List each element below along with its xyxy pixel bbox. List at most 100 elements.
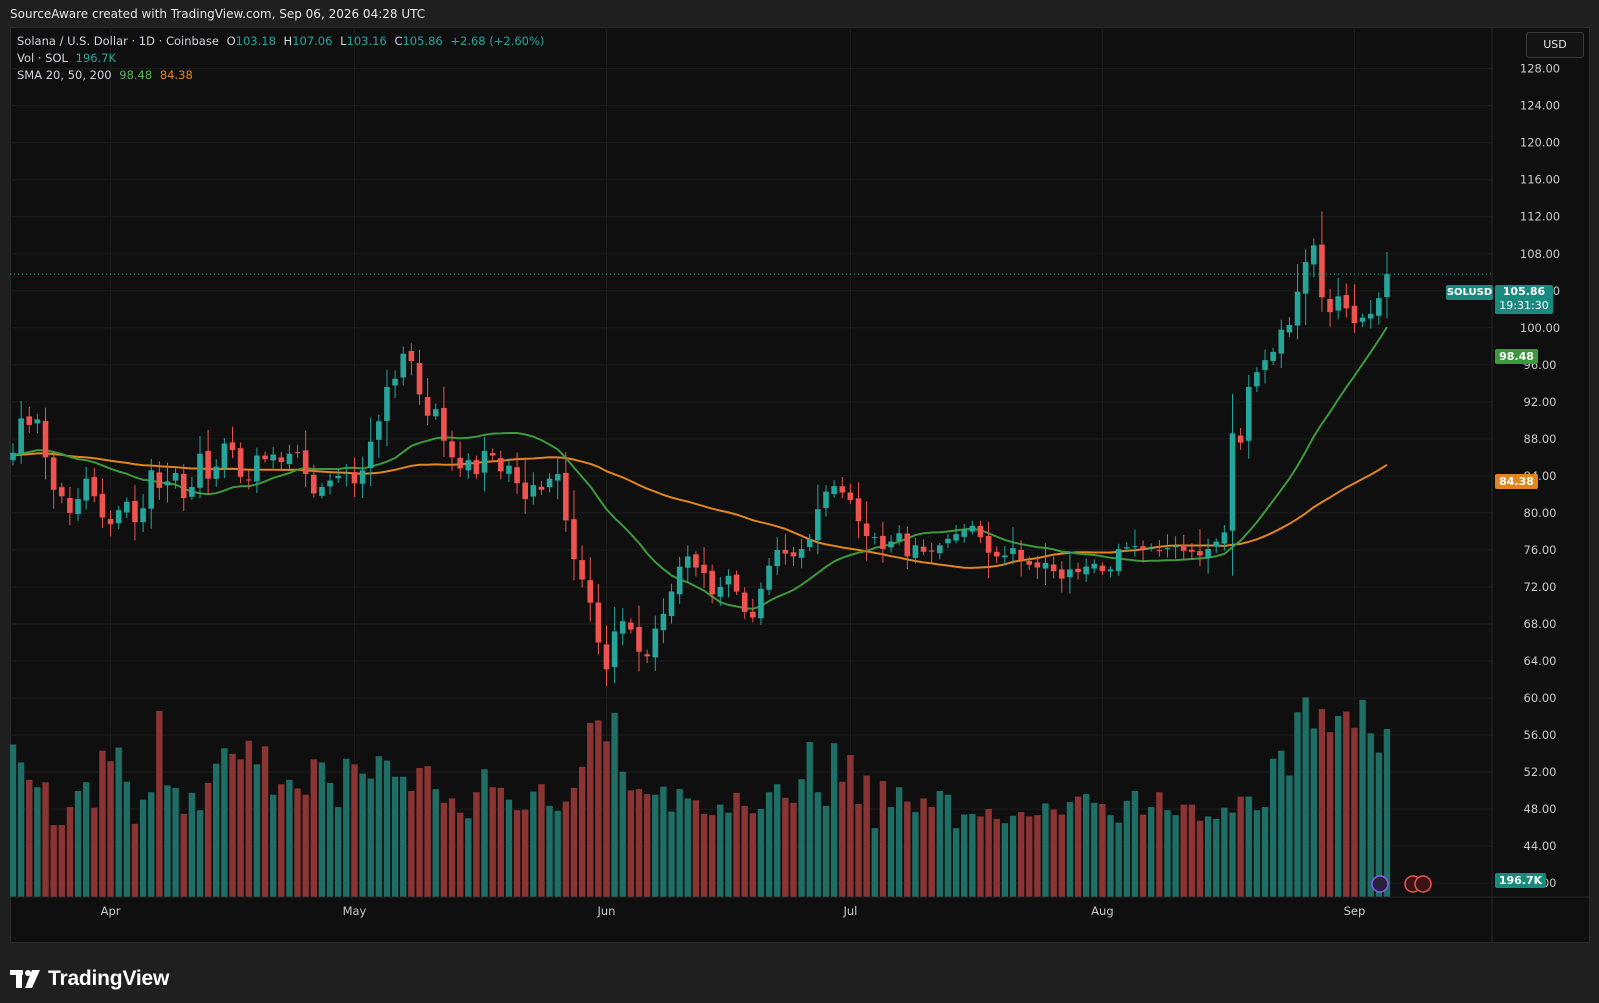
candle-body [1148,548,1154,550]
candle-body [91,477,98,497]
volume-bar [440,802,448,897]
volume-bar [879,781,887,897]
y-tick-label: 120.00 [1520,136,1560,150]
volume-bar [904,801,911,897]
candle-body [928,550,935,552]
volume-bar [1099,804,1106,897]
volume-bar [1091,802,1098,897]
candle-body [587,580,594,603]
y-tick-label: 124.00 [1520,99,1560,113]
candle-body [1327,298,1333,313]
y-tick-label: 52.00 [1524,765,1557,779]
candle-body [790,552,797,557]
y-tick-label: 100.00 [1520,321,1560,335]
candle-body [481,450,488,473]
y-tick-label: 72.00 [1524,580,1557,594]
volume-bar [546,805,553,897]
candle-body [1026,560,1033,565]
y-tick-label: 80.00 [1524,506,1557,520]
volume-bar [17,762,25,897]
volume-bar [58,825,65,897]
volume-bar [1221,807,1228,897]
volume-bar [806,742,813,897]
candle-body [766,565,772,590]
candle-body [359,470,366,484]
candle-body [311,474,317,494]
candle-body [1359,317,1366,322]
legend-open-value: 103.18 [235,34,276,48]
volume-bar [245,740,252,897]
volume-bar [635,789,643,897]
sma20-line [12,326,1388,610]
volume-bar [692,800,700,897]
candle-body [522,482,528,500]
candlestick-chart[interactable]: 128.00124.00120.00116.00112.00108.00104.… [10,27,1590,943]
volume-bar [1180,804,1187,897]
candle-body [1351,305,1358,324]
candle-body [1335,296,1341,311]
volume-bar [1383,728,1391,897]
volume-bar [1082,794,1090,897]
y-tick-label: 88.00 [1524,432,1557,446]
candle-body [1002,555,1008,558]
tradingview-logo[interactable]: TradingView [10,966,169,992]
candle-body [1018,549,1024,561]
volume-bar [253,764,261,897]
volume-bar [1245,796,1252,897]
candle-body [335,475,341,479]
volume-bar [489,787,496,897]
volume-bar [139,799,147,897]
volume-bar [383,760,391,897]
candle-body [408,350,415,362]
candle-body [180,473,187,499]
volume-bar [172,787,179,897]
candle-body [465,460,472,471]
candle-body [1302,262,1309,294]
volume-bar [204,782,212,897]
volume-bar [1009,815,1017,897]
volume-bar [351,764,358,897]
volume-bar [611,712,618,897]
candle-body [124,501,130,513]
volume-bar [660,786,667,897]
currency-button[interactable]: USD [1526,32,1584,58]
candle-body [993,551,1000,557]
candle-body [67,497,73,513]
candle-body [1384,274,1390,298]
tradingview-mark-icon [10,970,40,988]
candle-body [376,421,382,440]
candle-body [831,486,837,495]
volume-bar [91,807,98,897]
volume-bar [530,791,537,897]
legend-sma-row: SMA 20, 50, 200 98.48 84.38 [17,68,197,82]
candle-body [628,622,634,630]
candle-body [164,481,171,486]
volume-bar [619,771,626,897]
candle-body [563,472,569,521]
volume-bar [1188,804,1196,897]
candle-body [42,420,49,458]
candle-body [1294,291,1301,326]
candle-body [213,466,220,479]
candle-body [99,493,106,518]
legend-change: +2.68 (+2.60%) [450,34,545,48]
volume-bar [432,789,439,897]
legend-sma50-value: 84.38 [159,68,193,82]
volume-bar [156,711,163,897]
volume-bar [367,778,374,897]
candle-body [554,474,561,481]
candle-body [1010,548,1016,554]
candle-body [1367,313,1374,319]
volume-bar [188,792,196,897]
volume-bar [237,759,244,897]
volume-bar [1148,807,1155,897]
candle-body [441,407,447,441]
volume-bar [74,790,82,897]
volume-bar [213,763,220,897]
volume-bar [1107,815,1114,897]
volume-bar [741,805,748,897]
candle-body [1172,546,1179,548]
candle-body [660,613,667,631]
candle-body [538,486,545,490]
volume-bar [652,794,659,897]
